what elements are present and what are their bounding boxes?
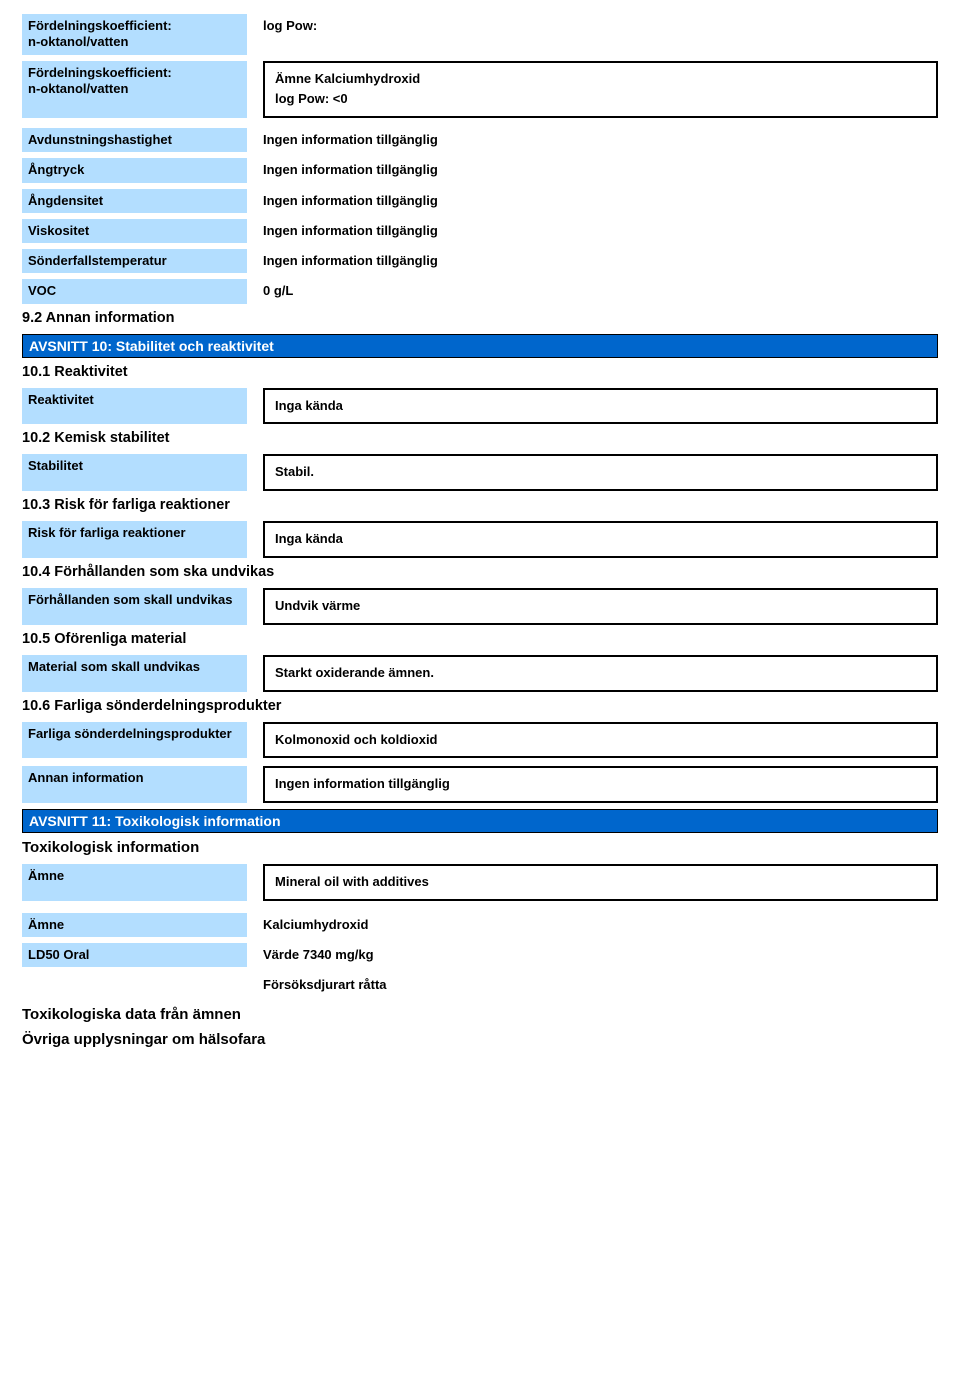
property-value-box: Undvik värme <box>263 588 938 625</box>
property-row: Förhållanden som skall undvikas Undvik v… <box>22 588 938 625</box>
property-label: VOC <box>22 279 247 303</box>
property-label: LD50 Oral <box>22 943 247 967</box>
property-value: Försöksdjurart råtta <box>247 973 938 997</box>
property-row: Ämne Kalciumhydroxid <box>22 913 938 937</box>
property-row: Ångdensitet Ingen information tillgängli… <box>22 189 938 213</box>
property-label: Fördelningskoefficient: n-oktanol/vatten <box>22 61 247 119</box>
property-value: Värde 7340 mg/kg <box>247 943 938 967</box>
property-row: Fördelningskoefficient: n-oktanol/vatten… <box>22 61 938 119</box>
property-label: Ångdensitet <box>22 189 247 213</box>
property-value-box: Mineral oil with additives <box>263 864 938 901</box>
property-value-box: Stabil. <box>263 454 938 491</box>
property-value: log Pow: <box>247 14 938 55</box>
footer-tox-data: Toxikologiska data från ämnen <box>22 1006 938 1023</box>
property-label: Annan information <box>22 766 247 803</box>
property-row: Avdunstningshastighet Ingen information … <box>22 128 938 152</box>
subsection-10-6: 10.6 Farliga sönderdelningsprodukter <box>22 698 938 714</box>
property-row: Farliga sönderdelningsprodukter Kolmonox… <box>22 722 938 759</box>
property-value-box: Kolmonoxid och koldioxid <box>263 722 938 759</box>
property-label: Viskositet <box>22 219 247 243</box>
property-label-empty <box>22 973 247 997</box>
property-value: Ingen information tillgänglig <box>247 249 938 273</box>
property-value-box: Starkt oxiderande ämnen. <box>263 655 938 692</box>
property-value-box: Inga kända <box>263 521 938 558</box>
property-row: Fördelningskoefficient: n-oktanol/vatten… <box>22 14 938 55</box>
property-label: Stabilitet <box>22 454 247 491</box>
property-value: Ingen information tillgänglig <box>247 189 938 213</box>
property-value: 0 g/L <box>247 279 938 303</box>
property-value: Ingen information tillgänglig <box>247 158 938 182</box>
subsection-9-2: 9.2 Annan information <box>22 310 938 326</box>
property-value-box: Inga kända <box>263 388 938 425</box>
section-11-header: AVSNITT 11: Toxikologisk information <box>22 809 938 833</box>
property-row: VOC 0 g/L <box>22 279 938 303</box>
subsection-10-3: 10.3 Risk för farliga reaktioner <box>22 497 938 513</box>
property-value: Kalciumhydroxid <box>247 913 938 937</box>
sec9-container: Fördelningskoefficient: n-oktanol/vatten… <box>22 14 938 326</box>
subsection-10-5: 10.5 Oförenliga material <box>22 631 938 647</box>
property-row: Ångtryck Ingen information tillgänglig <box>22 158 938 182</box>
property-value-box: Ämne Kalciumhydroxid log Pow: <0 <box>263 61 938 119</box>
property-row: Reaktivitet Inga kända <box>22 388 938 425</box>
property-row: Viskositet Ingen information tillgänglig <box>22 219 938 243</box>
property-row: Risk för farliga reaktioner Inga kända <box>22 521 938 558</box>
property-value-box: Ingen information tillgänglig <box>263 766 938 803</box>
property-row: Sönderfallstemperatur Ingen information … <box>22 249 938 273</box>
property-label: Ämne <box>22 913 247 937</box>
property-label: Fördelningskoefficient: n-oktanol/vatten <box>22 14 247 55</box>
property-value: Ingen information tillgänglig <box>247 128 938 152</box>
section-10-header: AVSNITT 10: Stabilitet och reaktivitet <box>22 334 938 358</box>
property-row: Stabilitet Stabil. <box>22 454 938 491</box>
property-value: Ingen information tillgänglig <box>247 219 938 243</box>
property-label: Ångtryck <box>22 158 247 182</box>
property-label: Avdunstningshastighet <box>22 128 247 152</box>
property-label: Material som skall undvikas <box>22 655 247 692</box>
property-row: Material som skall undvikas Starkt oxide… <box>22 655 938 692</box>
subsection-10-4: 10.4 Förhållanden som ska undvikas <box>22 564 938 580</box>
property-label: Risk för farliga reaktioner <box>22 521 247 558</box>
subsection-10-1: 10.1 Reaktivitet <box>22 364 938 380</box>
footer-other-health: Övriga upplysningar om hälsofara <box>22 1031 938 1048</box>
property-row: LD50 Oral Värde 7340 mg/kg <box>22 943 938 967</box>
subsection-11-tox: Toxikologisk information <box>22 839 938 856</box>
subsection-10-2: 10.2 Kemisk stabilitet <box>22 430 938 446</box>
property-row: Försöksdjurart råtta <box>22 973 938 997</box>
property-label: Förhållanden som skall undvikas <box>22 588 247 625</box>
property-label: Farliga sönderdelningsprodukter <box>22 722 247 759</box>
property-label: Sönderfallstemperatur <box>22 249 247 273</box>
property-label: Reaktivitet <box>22 388 247 425</box>
property-row: Annan information Ingen information till… <box>22 766 938 803</box>
property-label: Ämne <box>22 864 247 901</box>
property-row: Ämne Mineral oil with additives <box>22 864 938 901</box>
